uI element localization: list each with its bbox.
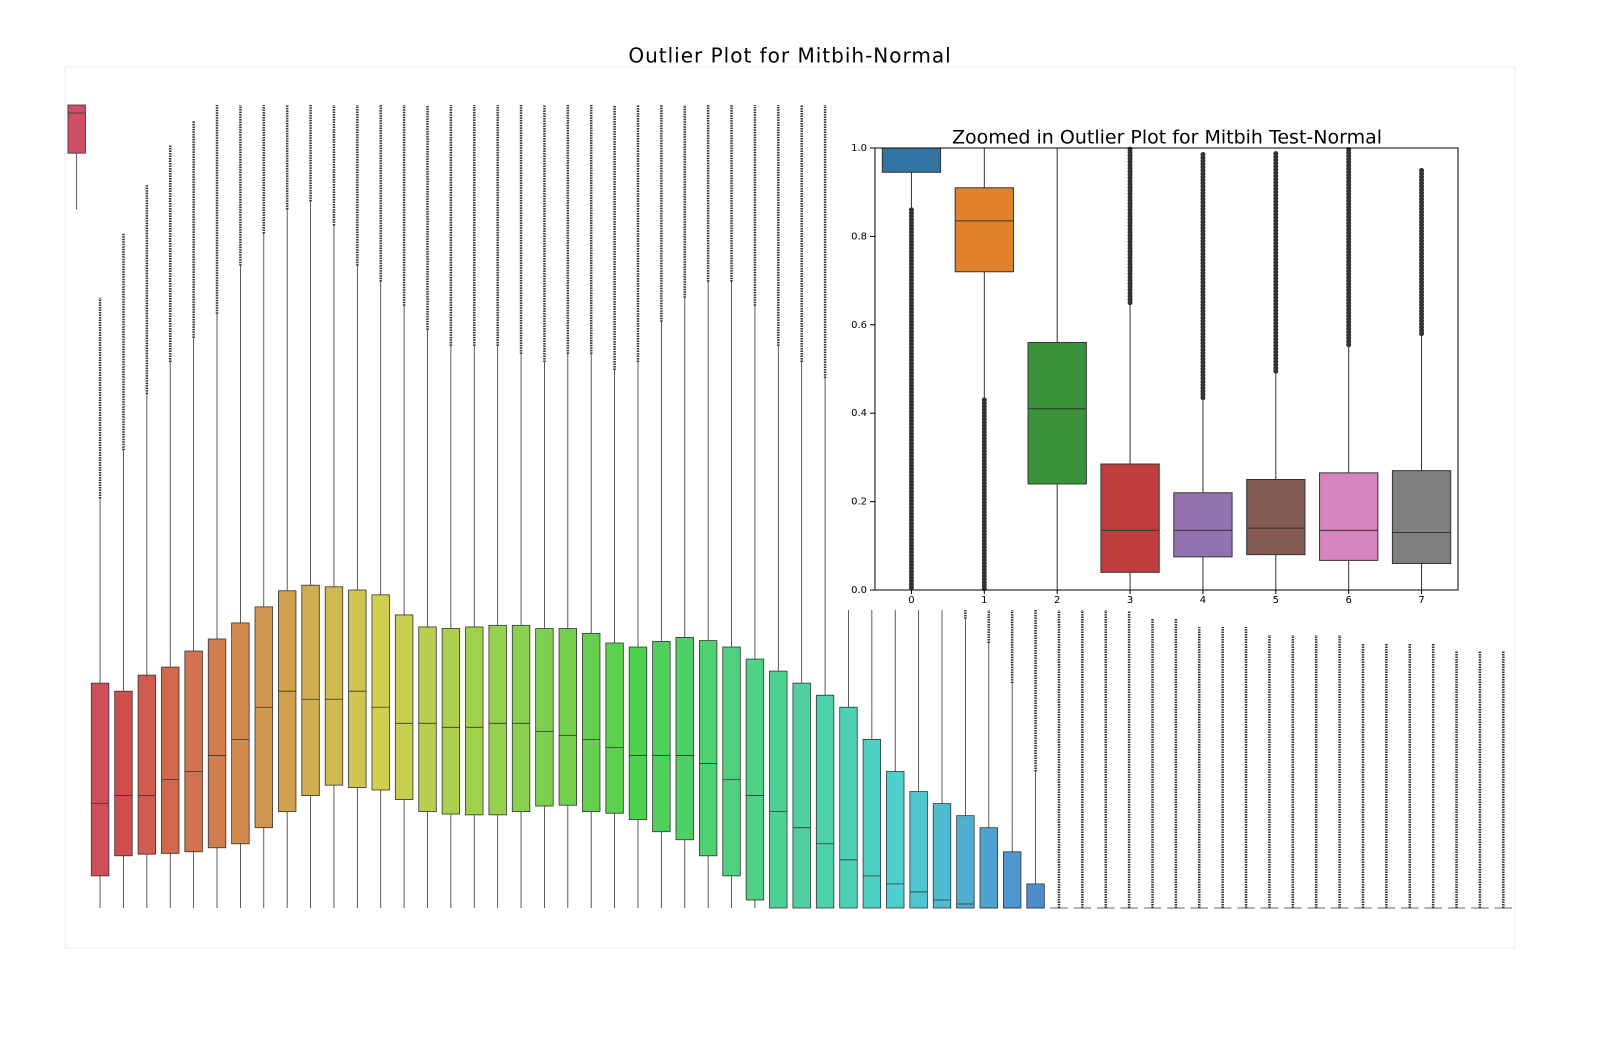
box: [161, 666, 180, 854]
box: [511, 624, 531, 813]
box: [675, 636, 694, 841]
box: [605, 642, 624, 814]
box: [371, 594, 390, 791]
box: [652, 641, 671, 833]
inset-title: Zoomed in Outlier Plot for Mitbih Test-N…: [952, 127, 1382, 149]
x-tick-label: 1: [981, 595, 987, 606]
x-tick-label: 0: [908, 595, 914, 606]
x-tick-label: 4: [1200, 595, 1206, 606]
box: [488, 624, 507, 816]
box: [207, 638, 227, 849]
box: [979, 827, 998, 909]
box: [839, 706, 858, 909]
x-tick-label: 7: [1418, 595, 1424, 606]
box: [769, 670, 788, 909]
main-frame: [64, 66, 1516, 949]
box: [932, 803, 952, 909]
box: [909, 791, 928, 909]
box: [628, 646, 648, 821]
box: [394, 614, 414, 800]
box: [745, 658, 765, 901]
main-title: Outlier Plot for Mitbih-Normal: [628, 44, 951, 68]
box: [184, 650, 203, 853]
box: [348, 589, 367, 788]
box: [815, 694, 835, 909]
inset-frame: [874, 147, 1459, 591]
box: [698, 640, 718, 857]
y-tick-label: 1.0: [851, 143, 867, 154]
box: [137, 674, 157, 855]
y-tick-label: 0.4: [851, 408, 867, 419]
box: [886, 771, 905, 909]
box: [1173, 492, 1233, 558]
box: [1100, 463, 1160, 573]
main-plot: [67, 104, 1513, 909]
box: [254, 606, 273, 829]
box: [465, 626, 484, 816]
box: [582, 632, 601, 813]
box: [418, 626, 437, 813]
box: [1003, 851, 1022, 909]
box: [114, 690, 133, 857]
box: [956, 815, 975, 909]
box: [301, 584, 320, 796]
x-tick-label: 3: [1127, 595, 1133, 606]
box: [535, 628, 554, 807]
box: [1027, 341, 1087, 485]
inset-background: [845, 100, 1485, 610]
box: [558, 628, 577, 806]
y-tick-label: 0.6: [851, 320, 867, 331]
y-tick-label: 0.0: [851, 585, 867, 596]
box: [90, 682, 110, 877]
box: [1246, 479, 1306, 556]
box: [441, 628, 461, 815]
box: [1319, 472, 1379, 561]
box: [278, 590, 297, 813]
inset-plot: 0.0 0.2 0.4 0.6 0.8 1.0 0 1 2 3 4 5 6 7: [851, 143, 1452, 606]
box: [1026, 883, 1045, 909]
y-tick-label: 0.8: [851, 231, 867, 242]
box: [862, 738, 882, 909]
box: [67, 104, 86, 154]
box: [324, 586, 344, 786]
x-tick-label: 6: [1346, 595, 1352, 606]
box: [722, 646, 741, 877]
box: [231, 622, 250, 845]
box: [954, 187, 1014, 273]
x-tick-label: 2: [1054, 595, 1060, 606]
x-tick-label: 5: [1273, 595, 1279, 606]
y-tick-label: 0.2: [851, 497, 867, 508]
box: [1391, 470, 1452, 564]
box: [792, 682, 811, 909]
box: [881, 147, 942, 173]
